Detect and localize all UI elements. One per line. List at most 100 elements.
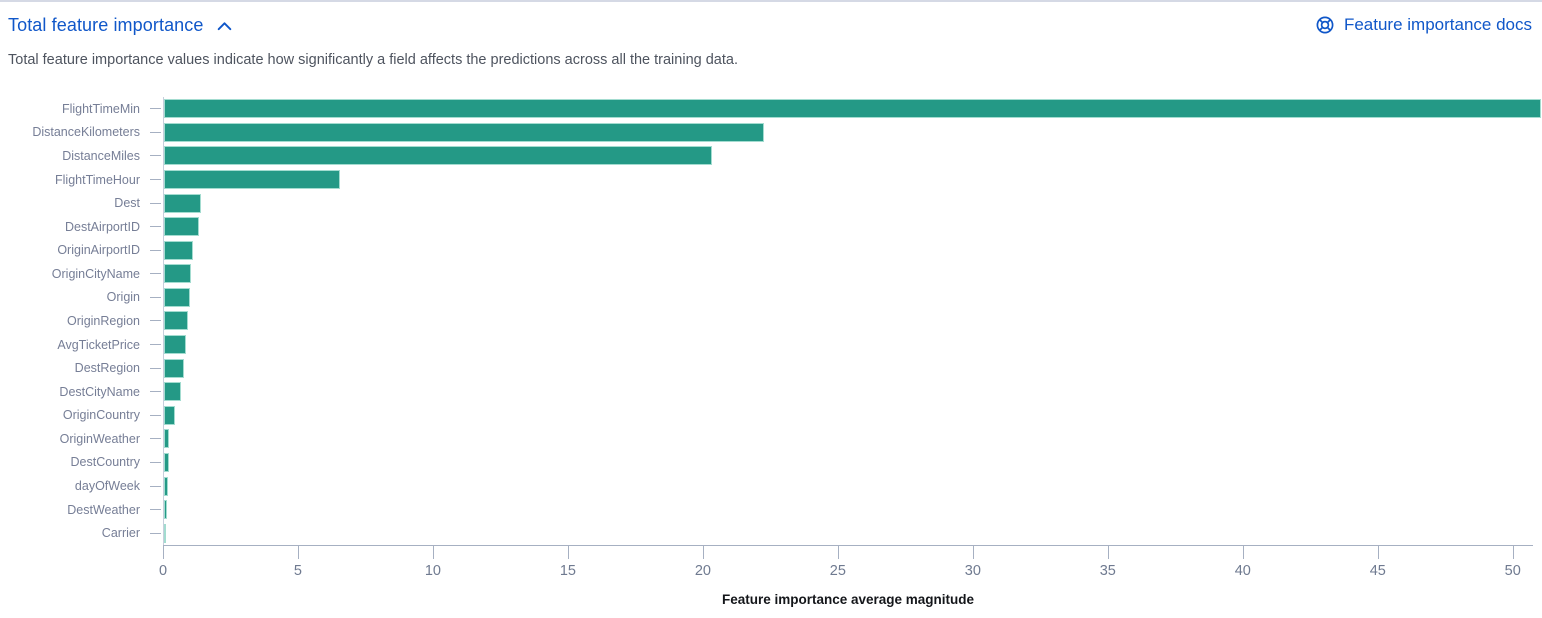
y-axis-tick <box>150 108 161 110</box>
x-tick-label: 5 <box>293 563 303 579</box>
x-tick-label: 20 <box>694 563 711 579</box>
y-axis-tick <box>150 179 161 181</box>
section-top-divider <box>0 0 1542 2</box>
bar-OriginWeather[interactable] <box>164 429 170 449</box>
bar-DestCityName[interactable] <box>164 382 182 402</box>
bar-track <box>163 309 1542 333</box>
category-label: DestWeather <box>67 502 140 517</box>
category-label: OriginAirportID <box>57 243 140 258</box>
category-label: Origin <box>106 290 140 305</box>
bar-OriginCityName[interactable] <box>164 264 192 284</box>
bar-DistanceKilometers[interactable] <box>164 122 765 142</box>
x-axis-tick <box>837 546 839 559</box>
bar-DestAirportID[interactable] <box>164 217 200 237</box>
chart-row: OriginAirportID <box>0 238 1542 263</box>
plot-rows: FlightTimeMin DistanceKilometers DistanceM… <box>0 97 1542 545</box>
chart-row: Origin <box>0 285 1542 310</box>
bar-Origin[interactable] <box>164 287 190 307</box>
category-label: OriginCountry <box>62 408 140 423</box>
section-header: Total feature importance Feature importa… <box>8 10 1532 40</box>
x-tick-label: 25 <box>829 563 846 579</box>
section-title: Total feature importance <box>8 14 204 35</box>
bar-track <box>163 474 1542 498</box>
docs-link-label: Feature importance docs <box>1343 15 1532 34</box>
y-axis-tick <box>150 273 161 275</box>
y-axis-tick <box>150 155 161 157</box>
x-tick-label: 40 <box>1234 563 1251 579</box>
chart-row: DestCityName <box>0 379 1542 404</box>
chart-row: Dest <box>0 191 1542 215</box>
category-label: FlightTimeMin <box>61 101 140 116</box>
category-label: OriginCityName <box>51 266 140 281</box>
x-tick-label: 30 <box>964 563 981 579</box>
category-label: OriginRegion <box>67 313 140 328</box>
bar-Carrier[interactable] <box>164 523 166 543</box>
x-axis: Feature importance average magnitude 0 5 1… <box>159 545 1533 618</box>
x-axis-tick <box>567 546 569 559</box>
y-axis-tick <box>150 414 161 416</box>
bar-DestCountry[interactable] <box>164 452 169 472</box>
y-axis-tick <box>150 202 161 204</box>
chart-row: Carrier <box>0 521 1542 545</box>
chart-row: FlightTimeHour <box>0 167 1542 192</box>
bar-track <box>163 497 1542 522</box>
bar-track <box>163 191 1542 215</box>
chart-row: dayOfWeek <box>0 474 1542 498</box>
x-tick-label: 45 <box>1369 563 1386 579</box>
x-axis-tick <box>297 546 299 559</box>
y-axis-tick <box>150 509 161 511</box>
feature-importance-docs-link[interactable]: Feature importance docs <box>1315 15 1532 35</box>
category-label: DestRegion <box>74 361 140 376</box>
bar-track <box>163 332 1542 357</box>
bar-DestWeather[interactable] <box>164 500 168 520</box>
bar-track <box>163 144 1542 168</box>
x-tick-label: 10 <box>424 563 442 579</box>
x-tick-label: 50 <box>1504 563 1521 579</box>
x-axis-tick <box>1107 546 1109 559</box>
x-axis-tick <box>163 546 164 559</box>
bar-track <box>163 120 1542 145</box>
bar-track <box>163 238 1542 263</box>
chart-row: DestCountry <box>0 450 1542 475</box>
bar-FlightTimeHour[interactable] <box>164 170 341 190</box>
bar-track <box>163 285 1542 310</box>
bar-DestRegion[interactable] <box>164 358 184 378</box>
section-description: Total feature importance values indicate… <box>8 52 738 68</box>
category-label: DistanceMiles <box>62 148 140 163</box>
bar-DistanceMiles[interactable] <box>164 146 713 166</box>
category-label: AvgTicketPrice <box>57 337 140 352</box>
bar-FlightTimeMin[interactable] <box>164 99 1541 119</box>
category-label: OriginWeather <box>59 431 140 446</box>
bar-track <box>163 403 1542 428</box>
chart-row: DistanceKilometers <box>0 120 1542 145</box>
bar-track <box>163 521 1542 545</box>
y-axis-tick <box>150 367 161 369</box>
bar-track <box>163 262 1542 286</box>
y-axis-tick <box>150 131 161 133</box>
chart-row: OriginCityName <box>0 262 1542 286</box>
chart-row: FlightTimeMin <box>0 97 1542 121</box>
x-tick-label: 35 <box>1099 563 1116 579</box>
category-label: FlightTimeHour <box>55 172 140 187</box>
chart-row: OriginWeather <box>0 427 1542 451</box>
y-axis-tick <box>150 532 161 534</box>
y-axis-tick <box>150 344 161 346</box>
chevron-up-icon <box>217 22 231 31</box>
bar-OriginAirportID[interactable] <box>164 240 193 260</box>
x-tick-label: 15 <box>559 563 576 579</box>
bar-dayOfWeek[interactable] <box>164 476 169 496</box>
bar-Dest[interactable] <box>164 193 201 213</box>
category-label: Dest <box>114 196 140 211</box>
y-axis-tick <box>150 320 161 322</box>
section-accordion-toggle[interactable]: Total feature importance <box>8 15 233 36</box>
y-axis-tick <box>150 296 161 298</box>
chart-row: DestAirportID <box>0 214 1542 239</box>
category-label: Carrier <box>101 526 140 541</box>
bar-OriginRegion[interactable] <box>164 311 189 331</box>
bar-AvgTicketPrice[interactable] <box>164 335 187 355</box>
chart-row: DestWeather <box>0 497 1542 522</box>
bar-OriginCountry[interactable] <box>164 405 176 425</box>
x-axis-tick <box>702 546 704 559</box>
x-axis-title: Feature importance average magnitude <box>721 592 975 607</box>
